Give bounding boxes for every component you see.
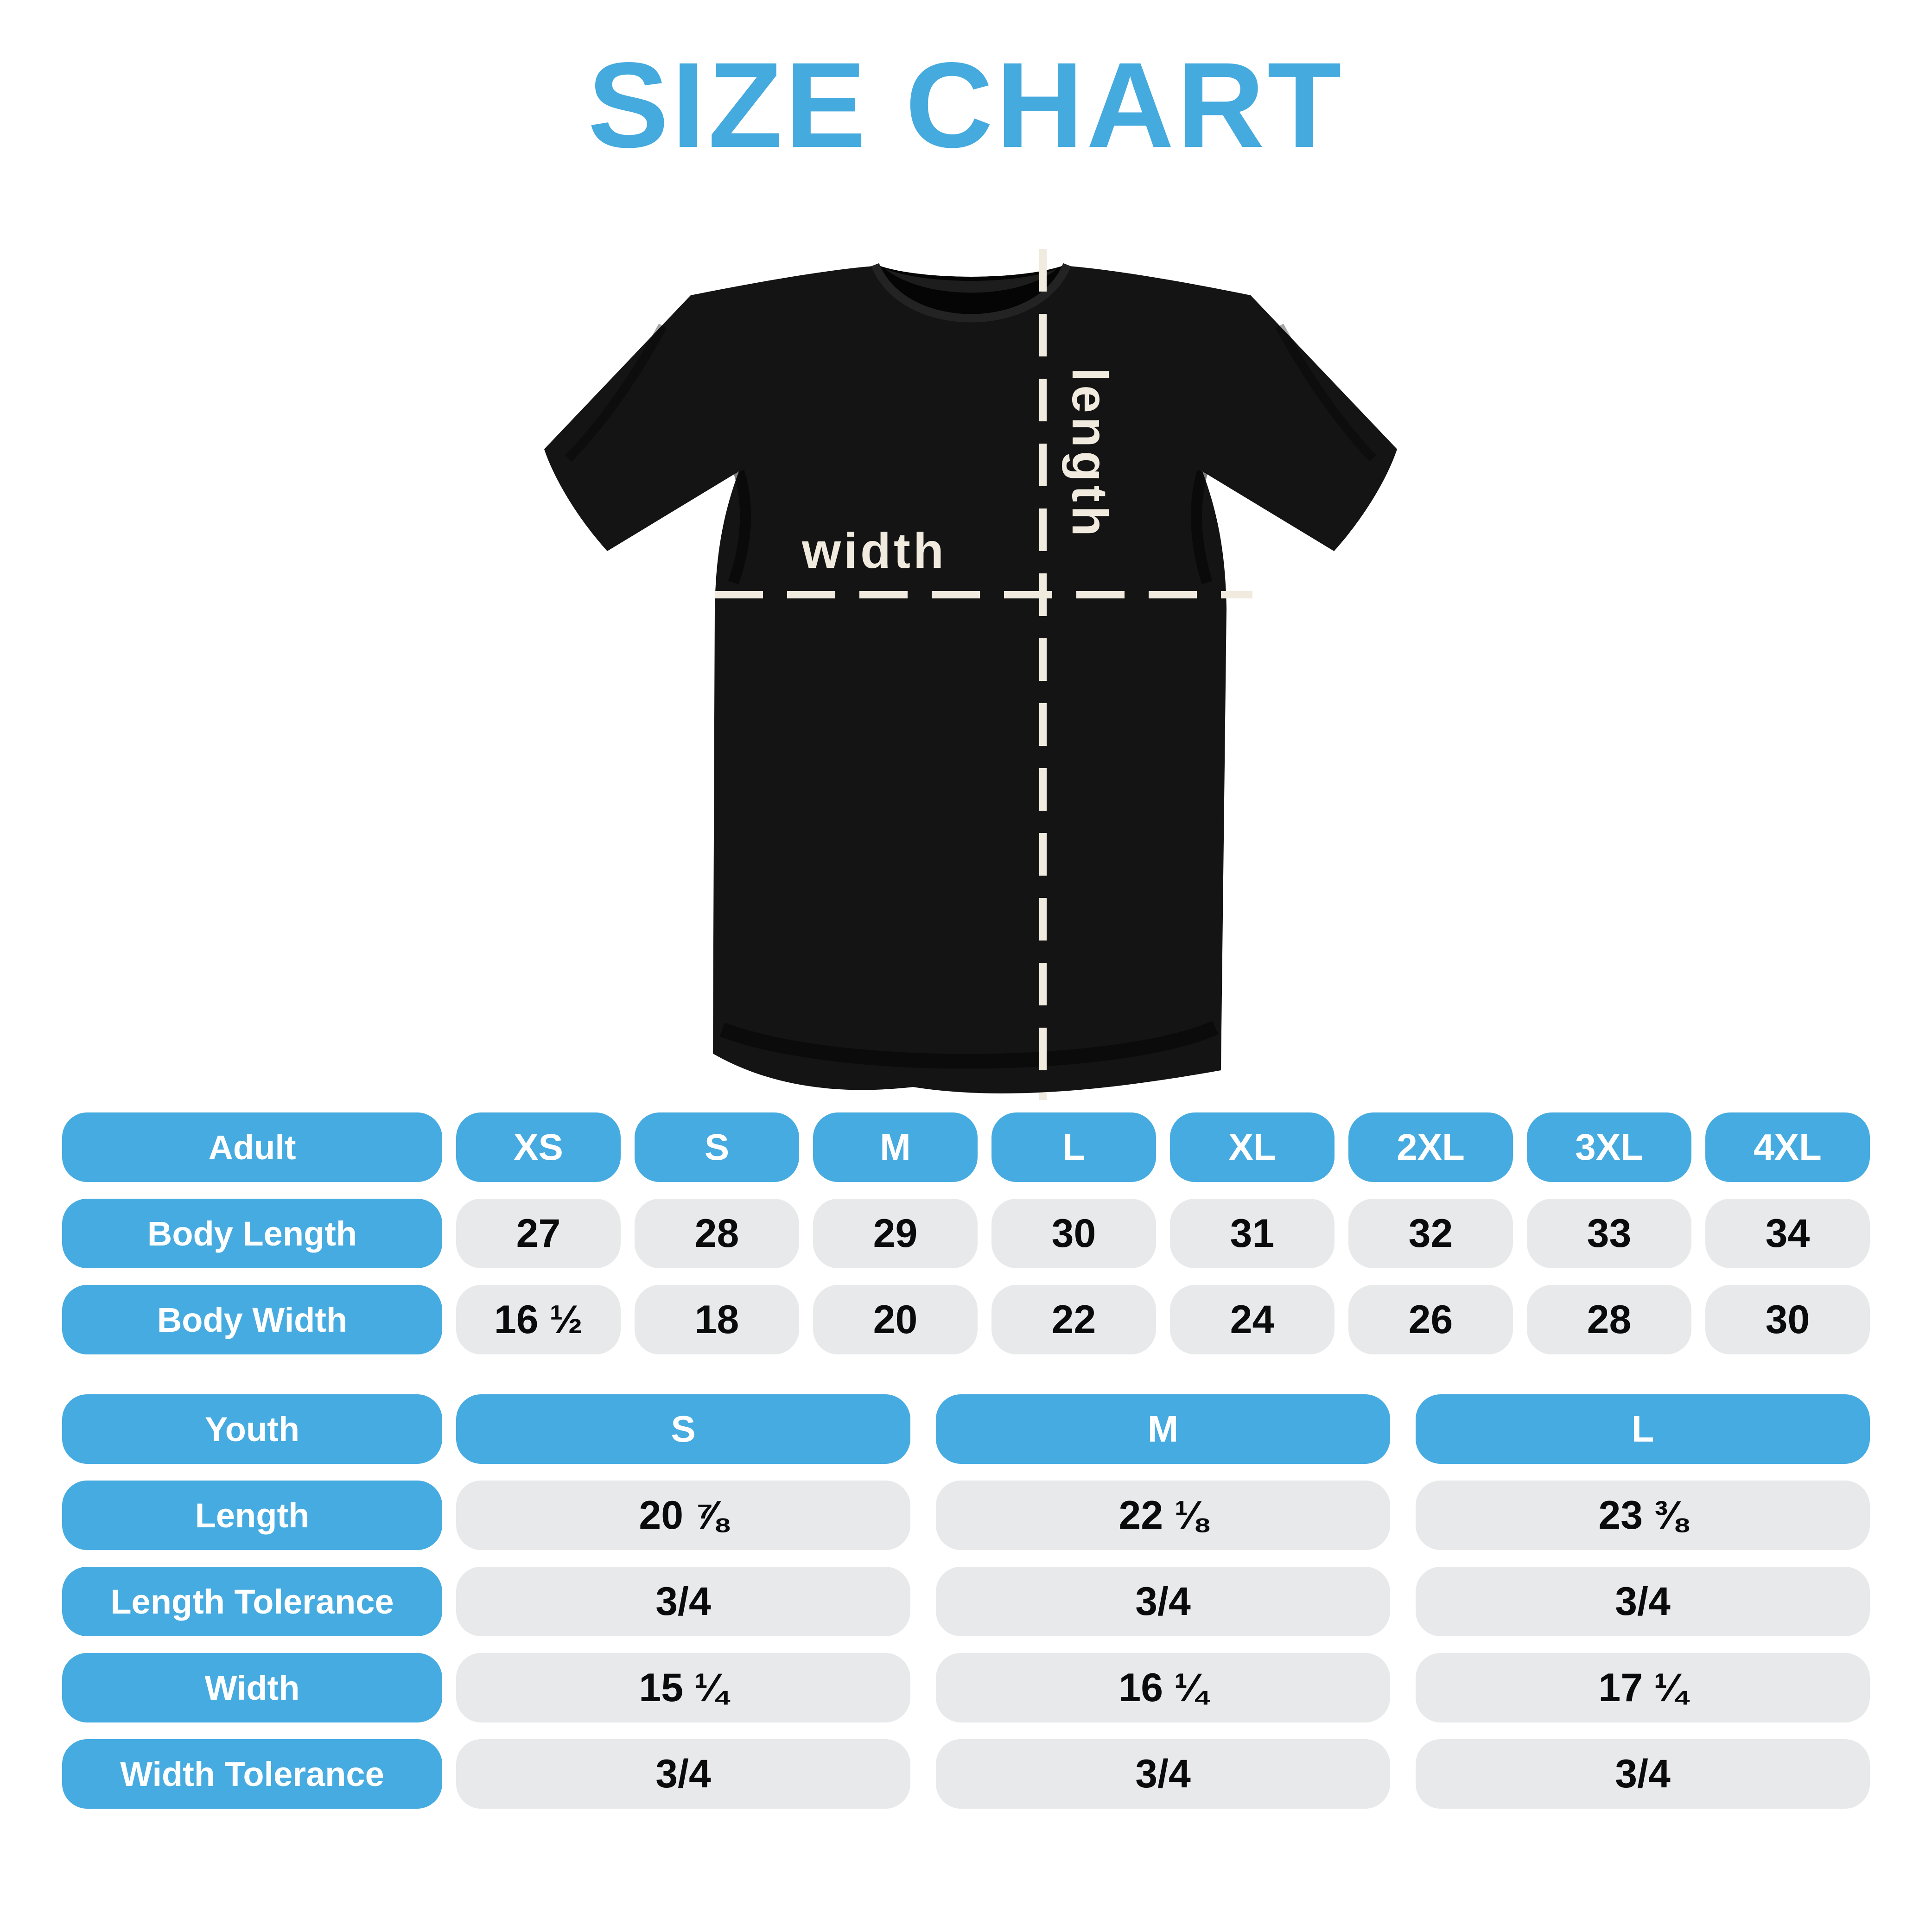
youth-row-label-width-tolerance: Width Tolerance: [62, 1739, 442, 1809]
body-length-value-l: 30: [991, 1199, 1156, 1268]
adult-size-header-m: M: [813, 1112, 978, 1182]
right-sleeve-crease: [1275, 324, 1377, 462]
youth-row-label-length: Length: [62, 1481, 442, 1550]
page-title: SIZE CHART: [588, 37, 1344, 173]
hem-shadow: [719, 1021, 1219, 1069]
body-length-value-4xl: 34: [1705, 1199, 1870, 1268]
width-label: width: [801, 522, 947, 578]
adult-row-label-body-length: Body Length: [62, 1199, 442, 1268]
body-length-value-m: 29: [813, 1199, 978, 1268]
tshirt-illustration: width length: [544, 249, 1397, 1100]
left-sleeve-crease: [565, 324, 667, 462]
body-length-value-xl: 31: [1170, 1199, 1335, 1268]
body-length-value-s: 28: [635, 1199, 799, 1268]
body-width-value-3xl: 28: [1527, 1285, 1691, 1354]
adult-size-header-4xl: 4XL: [1705, 1112, 1870, 1182]
tshirt-body: [544, 266, 1397, 1093]
youth-row-label-length-tolerance: Length Tolerance: [62, 1567, 442, 1636]
youth-width-tolerance-value-s: 3/4: [456, 1739, 910, 1809]
youth-size-header-l: L: [1416, 1394, 1870, 1464]
youth-width-value-l: 17 ¼: [1416, 1653, 1870, 1722]
youth-row-label-width: Width: [62, 1653, 442, 1722]
adult-size-header-xs: XS: [456, 1112, 621, 1182]
youth-table-header: Youth: [62, 1394, 442, 1464]
youth-length-value-m: 22 ⅛: [936, 1481, 1390, 1550]
adult-size-header-2xl: 2XL: [1348, 1112, 1513, 1182]
youth-length-tolerance-value-l: 3/4: [1416, 1567, 1870, 1636]
adult-row-label-body-width: Body Width: [62, 1285, 442, 1354]
length-label: length: [1062, 368, 1118, 540]
youth-length-tolerance-value-s: 3/4: [456, 1567, 910, 1636]
body-width-value-l: 22: [991, 1285, 1156, 1354]
youth-width-tolerance-value-l: 3/4: [1416, 1739, 1870, 1809]
collar-band: [884, 268, 1058, 293]
adult-size-table: Adult XS S M L XL 2XL 3XL 4XL Body Lengt…: [62, 1112, 1870, 1354]
youth-width-value-m: 16 ¼: [936, 1653, 1390, 1722]
body-width-value-s: 18: [635, 1285, 799, 1354]
youth-length-tolerance-value-m: 3/4: [936, 1567, 1390, 1636]
adult-size-header-l: L: [991, 1112, 1156, 1182]
body-width-value-2xl: 26: [1348, 1285, 1513, 1354]
youth-width-value-s: 15 ¼: [456, 1653, 910, 1722]
body-width-value-xl: 24: [1170, 1285, 1335, 1354]
adult-size-header-s: S: [635, 1112, 799, 1182]
left-underarm-shadow: [728, 470, 751, 585]
youth-size-table: Youth S M L Length 20 ⅞ 22 ⅛ 23 ⅜ Length…: [62, 1394, 1870, 1809]
youth-size-header-m: M: [936, 1394, 1390, 1464]
youth-length-value-s: 20 ⅞: [456, 1481, 910, 1550]
adult-size-header-3xl: 3XL: [1527, 1112, 1691, 1182]
right-underarm-shadow: [1191, 470, 1213, 585]
youth-width-tolerance-value-m: 3/4: [936, 1739, 1390, 1809]
youth-size-header-s: S: [456, 1394, 910, 1464]
youth-length-value-l: 23 ⅜: [1416, 1481, 1870, 1550]
adult-table-header: Adult: [62, 1112, 442, 1182]
adult-size-header-xl: XL: [1170, 1112, 1335, 1182]
collar-rib-line: [871, 263, 1071, 323]
body-length-value-3xl: 33: [1527, 1199, 1691, 1268]
body-width-value-m: 20: [813, 1285, 978, 1354]
body-width-value-xs: 16 ½: [456, 1285, 621, 1354]
body-width-value-4xl: 30: [1705, 1285, 1870, 1354]
tshirt-measurement-diagram: width length: [524, 237, 1409, 1105]
body-length-value-xs: 27: [456, 1199, 621, 1268]
body-length-value-2xl: 32: [1348, 1199, 1513, 1268]
